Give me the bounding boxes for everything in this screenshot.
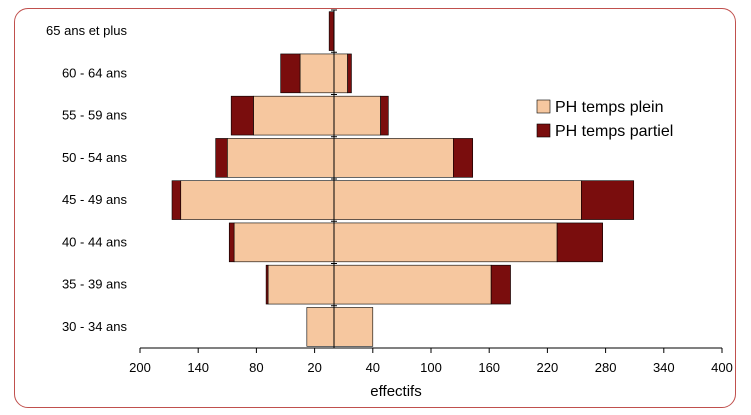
- bar-right-plein: [333, 138, 454, 178]
- bar-left-partiel: [265, 264, 269, 305]
- bar-right-plein: [333, 180, 582, 220]
- bar-left-partiel: [230, 95, 254, 136]
- bar-left-partiel: [228, 222, 235, 263]
- category-label: 60 - 64 ans: [62, 65, 128, 80]
- legend-swatch: [536, 123, 551, 138]
- bar-left-plein: [180, 180, 335, 220]
- bar-right-plein: [333, 307, 374, 347]
- x-tick-label: 80: [249, 360, 263, 375]
- x-tick-label: 340: [653, 360, 675, 375]
- category-label: 30 - 34 ans: [62, 319, 128, 334]
- legend-label: PH temps plein: [555, 99, 664, 116]
- x-tick-label: 220: [537, 360, 559, 375]
- bar-left-plein: [299, 53, 335, 94]
- bar-left-plein: [233, 222, 335, 263]
- x-tick-label: 200: [129, 360, 151, 375]
- x-axis-title: effectifs: [370, 383, 421, 400]
- category-label: 50 - 54 ans: [62, 150, 128, 165]
- bar-right-partiel: [556, 222, 603, 263]
- bar-left-plein: [227, 138, 335, 178]
- bar-right-plein: [333, 53, 348, 94]
- x-tick-label: 20: [307, 360, 321, 375]
- bar-right-partiel: [581, 180, 635, 220]
- bar-right-partiel: [490, 264, 511, 305]
- bar-left-partiel: [215, 138, 228, 178]
- bar-left-plein: [306, 307, 335, 347]
- category-label: 45 - 49 ans: [62, 192, 128, 207]
- category-label: 55 - 59 ans: [62, 108, 128, 123]
- bar-right-partiel: [380, 95, 389, 136]
- x-tick-label: 280: [595, 360, 617, 375]
- bar-right-plein: [333, 222, 558, 263]
- bar-left-plein: [253, 95, 335, 136]
- bar-right-plein: [333, 264, 492, 305]
- category-label: 40 - 44 ans: [62, 234, 128, 249]
- legend-label: PH temps partiel: [555, 123, 673, 140]
- bar-left-partiel: [328, 11, 335, 51]
- x-tick-label: 400: [711, 360, 733, 375]
- x-tick-label: 160: [478, 360, 500, 375]
- bar-left-partiel: [171, 180, 182, 220]
- bar-right-plein: [333, 95, 381, 136]
- chart-frame: [14, 8, 736, 408]
- x-tick-label: 40: [366, 360, 380, 375]
- bar-left-partiel: [280, 53, 301, 94]
- legend-swatch: [536, 99, 551, 114]
- bar-right-partiel: [347, 53, 352, 94]
- category-label: 35 - 39 ans: [62, 277, 128, 292]
- bar-left-plein: [267, 264, 335, 305]
- category-label: 65 ans et plus: [46, 23, 127, 38]
- x-tick-label: 140: [187, 360, 209, 375]
- x-tick-label: 100: [420, 360, 442, 375]
- bar-right-partiel: [453, 138, 474, 178]
